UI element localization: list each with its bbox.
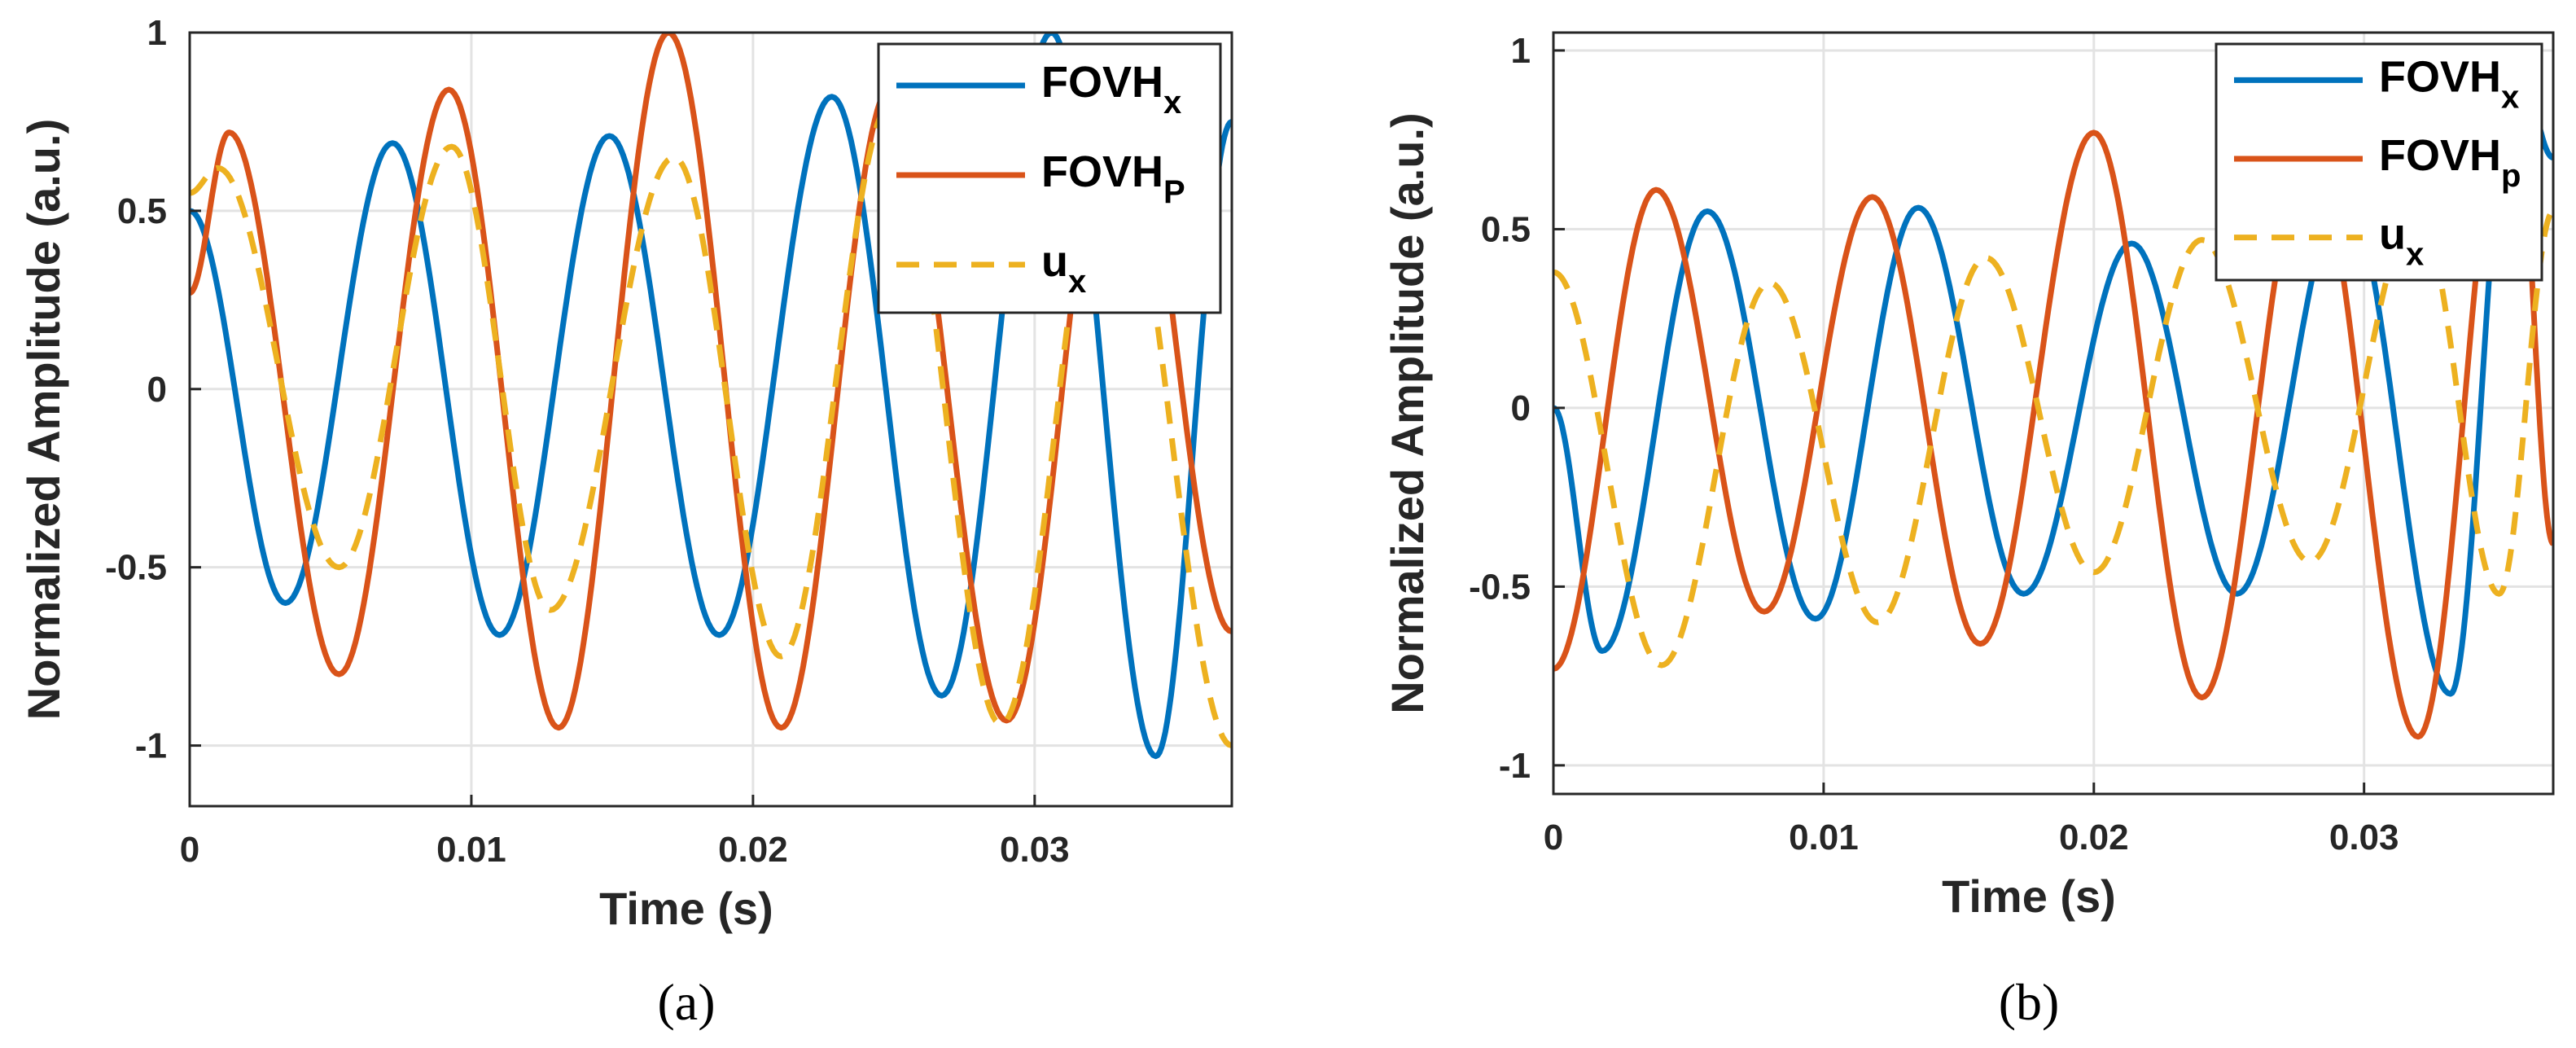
x-axis-label-b: Time (s) — [1942, 870, 2116, 922]
chart-b: 0 0.01 0.02 0.03 1 0.5 0 -0.5 -1 FOVHx FOVHp ux Ti… — [1382, 31, 2555, 1031]
series-line-u-x — [190, 101, 1232, 748]
ticks-b: 0 0.01 0.02 0.03 1 0.5 0 -0.5 -1 — [1469, 31, 2399, 857]
y-tick-label: -0.5 — [105, 548, 167, 588]
series-line-fovh-p — [190, 33, 1232, 731]
ticks-a: 0 0.01 0.02 0.03 1 0.5 0 -0.5 -1 — [105, 13, 1069, 870]
legend-label-u-x: ux — [1041, 237, 1086, 300]
axes-frame-b — [1552, 31, 2555, 796]
y-tick-label: 0.5 — [117, 191, 167, 231]
series-line-fovh-x — [1553, 47, 2553, 697]
axes-frame-a — [188, 31, 1233, 808]
legend-label-fovh-x: FOVHx — [1041, 58, 1181, 121]
panel-label-a: (a) — [657, 973, 715, 1031]
legend-box — [2215, 42, 2543, 282]
legend-label-fovh-p: FOVHP — [1041, 147, 1185, 210]
legend-a: FOVHx FOVHP ux — [877, 42, 1222, 314]
legend-label-fovh-x: FOVHx — [2379, 52, 2519, 115]
x-tick-label: 0.01 — [436, 830, 506, 870]
series-line-fovh-p — [1553, 47, 2553, 740]
x-tick-label: 0.03 — [1000, 830, 1070, 870]
x-tick-label: 0.02 — [2059, 818, 2129, 857]
y-tick-label: 0 — [147, 370, 167, 410]
series-lines-b — [1553, 47, 2553, 740]
x-tick-label: 0.03 — [2329, 818, 2399, 857]
x-axis-label-a: Time (s) — [599, 883, 773, 934]
x-tick-label: 0.01 — [1789, 818, 1859, 857]
y-tick-label: 1 — [1511, 31, 1531, 71]
y-tick-label: -0.5 — [1469, 567, 1531, 607]
legend-box — [877, 42, 1222, 314]
legend-label-u-x: ux — [2379, 210, 2424, 273]
y-tick-label: -1 — [135, 726, 167, 766]
x-tick-label: 0.02 — [718, 830, 788, 870]
panel-label-b: (b) — [1999, 973, 2060, 1031]
series-line-u-x — [1553, 208, 2553, 669]
chart-a: 0 0.01 0.02 0.03 1 0.5 0 -0.5 -1 FOVHx FOVHP ux Ti… — [18, 13, 1233, 1031]
legend-b: FOVHx FOVHp ux — [2215, 42, 2543, 282]
y-tick-label: 0.5 — [1481, 209, 1531, 249]
y-axis-label-a: Normalized Amplitude (a.u.) — [18, 119, 69, 720]
y-axis-label-b: Normalized Amplitude (a.u.) — [1382, 112, 1433, 713]
y-tick-label: -1 — [1499, 746, 1531, 786]
x-tick-label: 0 — [1544, 818, 1563, 857]
y-tick-label: 1 — [147, 13, 167, 53]
y-tick-label: 0 — [1511, 388, 1531, 428]
legend-label-fovh-p: FOVHp — [2379, 131, 2521, 194]
x-tick-label: 0 — [180, 830, 199, 870]
